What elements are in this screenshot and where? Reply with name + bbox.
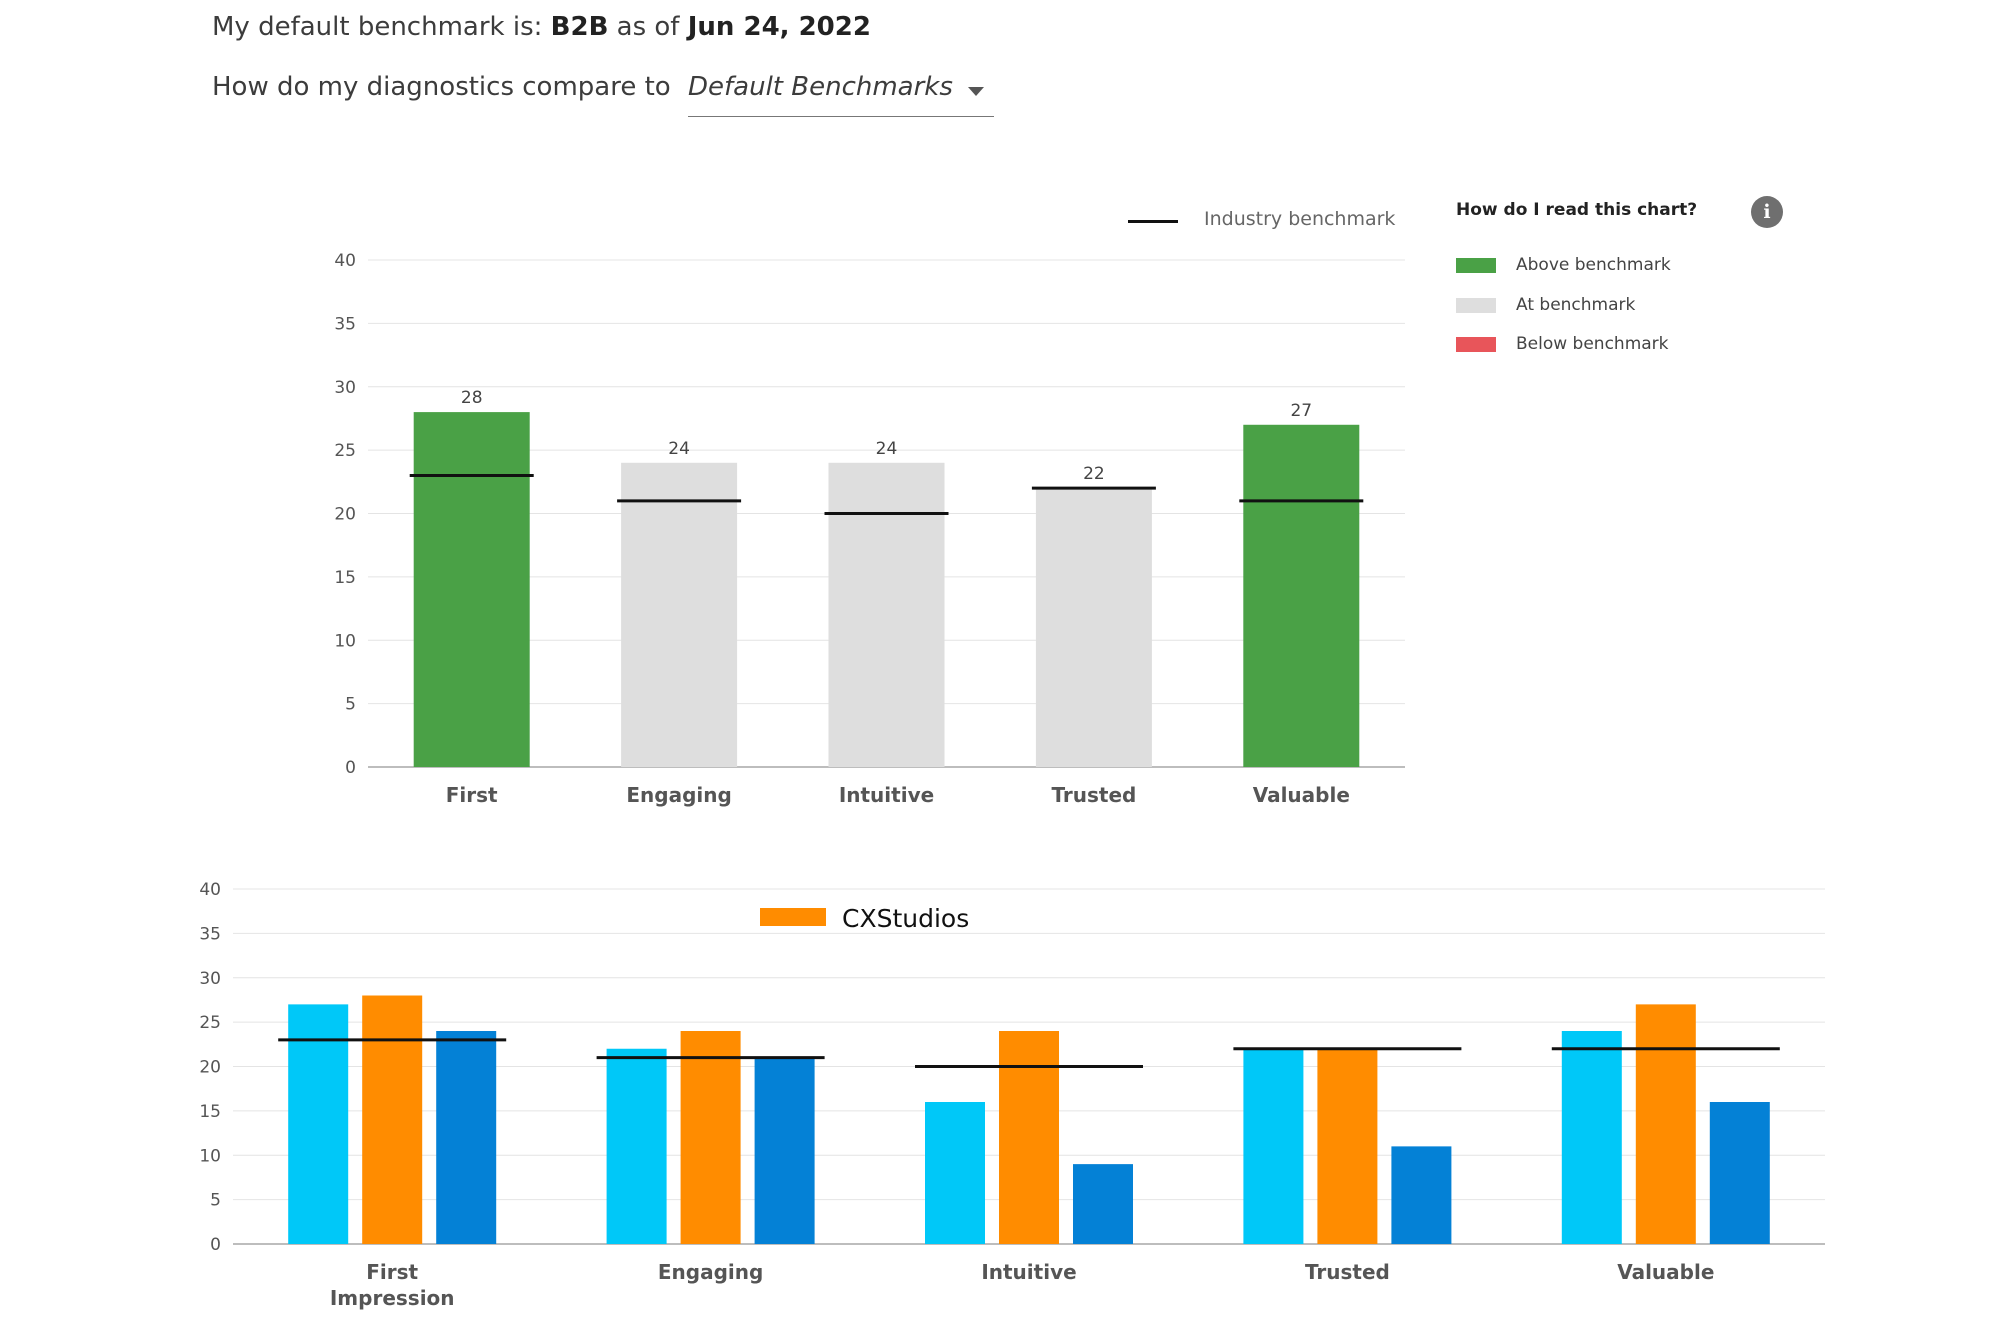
bar [1317, 1048, 1378, 1244]
y-tick-label: 15 [334, 568, 356, 588]
data-label: 24 [876, 439, 898, 459]
as-of-text: as of [608, 12, 688, 42]
bar [1635, 1004, 1696, 1244]
bar [925, 1102, 985, 1244]
x-category-label: Engaging [626, 783, 731, 807]
below-benchmark-label: Below benchmark [1516, 334, 1669, 354]
y-tick-label: 25 [199, 1013, 221, 1033]
y-tick-label: 40 [199, 880, 221, 900]
bar [1035, 488, 1152, 767]
bar [606, 1048, 667, 1244]
bar [362, 995, 423, 1244]
at-benchmark-label: At benchmark [1516, 295, 1636, 315]
data-label: 24 [668, 439, 690, 459]
y-tick-label: 30 [334, 378, 356, 398]
as-of-date: Jun 24, 2022 [687, 12, 871, 42]
x-category-label: Valuable [1253, 783, 1350, 807]
at-benchmark-swatch [1456, 298, 1496, 313]
bar [1391, 1146, 1452, 1244]
bar [413, 412, 530, 767]
benchmark-line-swatch [1128, 220, 1178, 223]
industry-benchmark-label: Industry benchmark [1204, 208, 1396, 230]
y-tick-label: 10 [199, 1146, 221, 1166]
x-category-label: Engaging [658, 1260, 763, 1284]
default-benchmark-prefix: My default benchmark is: [212, 12, 551, 42]
x-category-label: Intuitive [981, 1260, 1076, 1284]
bar [1243, 424, 1360, 767]
above-benchmark-swatch [1456, 258, 1496, 273]
y-tick-label: 35 [199, 924, 221, 944]
default-benchmark-value: B2B [550, 12, 609, 42]
legend-swatch [760, 908, 826, 926]
x-category-label: Trusted [1051, 783, 1136, 807]
y-tick-label: 10 [334, 631, 356, 651]
bar [436, 1031, 497, 1244]
bar [1243, 1048, 1304, 1244]
y-tick-label: 0 [210, 1235, 221, 1255]
benchmark-dropdown[interactable]: Default Benchmarks [688, 70, 994, 117]
data-label: 22 [1083, 464, 1105, 484]
bar [1709, 1102, 1770, 1244]
default-benchmark-line: My default benchmark is: B2B as of Jun 2… [212, 12, 871, 42]
y-tick-label: 5 [345, 695, 356, 715]
below-benchmark-swatch [1456, 337, 1496, 352]
x-category-label: Valuable [1617, 1260, 1714, 1284]
bar [288, 1004, 349, 1244]
bar [999, 1031, 1059, 1244]
x-category-label: Intuitive [839, 783, 934, 807]
y-tick-label: 25 [334, 441, 356, 461]
benchmark-dropdown-value: Default Benchmarks [688, 72, 953, 102]
y-tick-label: 15 [199, 1102, 221, 1122]
bar [1073, 1164, 1133, 1244]
x-category-label: Trusted [1305, 1260, 1390, 1284]
chevron-down-icon [968, 87, 984, 96]
bar [680, 1031, 741, 1244]
bar [1561, 1031, 1622, 1244]
y-tick-label: 5 [210, 1191, 221, 1211]
y-tick-label: 20 [334, 505, 356, 525]
data-label: 27 [1290, 401, 1312, 421]
data-label: 28 [461, 388, 483, 408]
x-category-label: First [446, 783, 498, 807]
y-tick-label: 35 [334, 314, 356, 334]
y-tick-label: 20 [199, 1058, 221, 1078]
bar [754, 1057, 815, 1244]
y-tick-label: 0 [345, 758, 356, 778]
y-tick-label: 30 [199, 969, 221, 989]
y-tick-label: 40 [334, 251, 356, 271]
legend-label: CXStudios [842, 904, 969, 933]
x-category-label: First [366, 1260, 418, 1284]
x-category-label: Impression [330, 1286, 455, 1310]
read-chart-panel: How do I read this chart? i Above benchm… [1456, 196, 1796, 376]
read-chart-title: How do I read this chart? [1456, 200, 1698, 220]
info-icon[interactable]: i [1751, 196, 1783, 228]
compare-prompt: How do my diagnostics compare to [212, 72, 671, 102]
bar [621, 462, 738, 767]
above-benchmark-label: Above benchmark [1516, 255, 1671, 275]
